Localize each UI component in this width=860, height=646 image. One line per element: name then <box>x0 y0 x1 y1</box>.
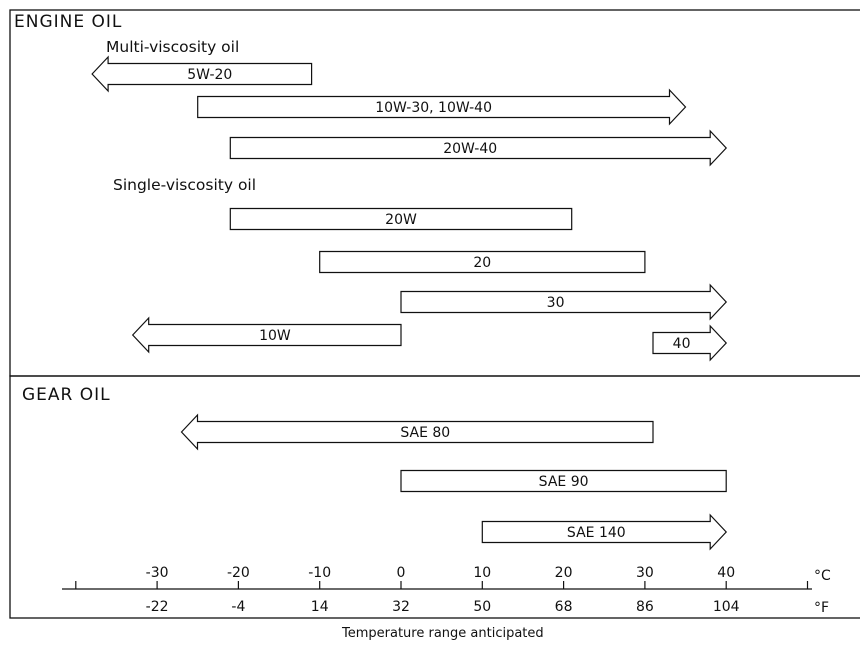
bar-20 <box>319 250 646 274</box>
bar-10w-label: 10W <box>259 328 291 344</box>
temperature-axis: -30 -20 -10 0 10 20 30 40-22 -4 14 32 50 68 86 104 °C … <box>62 565 831 641</box>
engine-oil-title: ENGINE OIL <box>14 12 122 32</box>
fahrenheit-tick-label: 68 <box>555 599 573 615</box>
fahrenheit-tick-label: -4 <box>231 599 245 615</box>
bar-sae140-label: SAE 140 <box>567 525 626 541</box>
bar-20-label: 20 <box>473 255 491 271</box>
bar-20w-label: 20W <box>385 212 417 228</box>
celsius-tick-label: -20 <box>227 565 250 581</box>
bar-sae80 <box>180 413 654 451</box>
celsius-tick-label: -30 <box>146 565 169 581</box>
bar-20w40-label: 20W-40 <box>443 141 497 157</box>
bar-10w30-label: 10W-30, 10W-40 <box>375 100 492 116</box>
bar-5w20-label: 5W-20 <box>187 67 232 83</box>
fahrenheit-tick-label: 50 <box>473 599 491 615</box>
bar-sae90 <box>400 469 727 493</box>
bar-40 <box>652 324 728 362</box>
celsius-tick-label: 20 <box>555 565 573 581</box>
axis-title: Temperature range anticipated <box>341 626 544 641</box>
multi-viscosity-heading: Multi-viscosity oil <box>106 38 239 56</box>
bar-sae80-label: SAE 80 <box>400 425 450 441</box>
celsius-tick-label: 0 <box>397 565 406 581</box>
bar-10w <box>131 316 402 354</box>
gear-oil-panel-frame <box>9 375 860 619</box>
celsius-tick-label: 30 <box>636 565 654 581</box>
fahrenheit-tick-label: 32 <box>392 599 410 615</box>
celsius-unit-label: °C <box>814 568 831 584</box>
bar-40-label: 40 <box>673 336 691 352</box>
gear-oil-title: GEAR OIL <box>22 385 111 405</box>
celsius-tick-label: -10 <box>308 565 331 581</box>
bar-20w <box>229 207 573 231</box>
bar-sae140 <box>481 513 728 551</box>
fahrenheit-tick-label: 14 <box>311 599 329 615</box>
axis-ticks: -30 -20 -10 0 10 20 30 40 -22 -4 14 32 50 68 86 104 <box>75 565 809 615</box>
bar-20w40 <box>229 129 728 167</box>
celsius-tick-label: 40 <box>717 565 735 581</box>
bar-30 <box>400 283 728 321</box>
fahrenheit-tick-label: -22 <box>146 599 169 615</box>
viscosity-bars: 5W-20 10W-30, 10W-40 20W-40 20W 20 30 10W 40 SAE… <box>91 55 728 551</box>
fahrenheit-unit-label: °F <box>814 600 829 616</box>
single-viscosity-heading: Single-viscosity oil <box>113 176 256 194</box>
bar-sae90-label: SAE 90 <box>539 474 589 490</box>
bar-5w20 <box>91 55 313 93</box>
bar-10w30 <box>197 88 687 126</box>
bar-30-label: 30 <box>547 295 565 311</box>
fahrenheit-tick-label: 104 <box>713 599 740 615</box>
celsius-tick-label: 10 <box>473 565 491 581</box>
fahrenheit-tick-label: 86 <box>636 599 654 615</box>
